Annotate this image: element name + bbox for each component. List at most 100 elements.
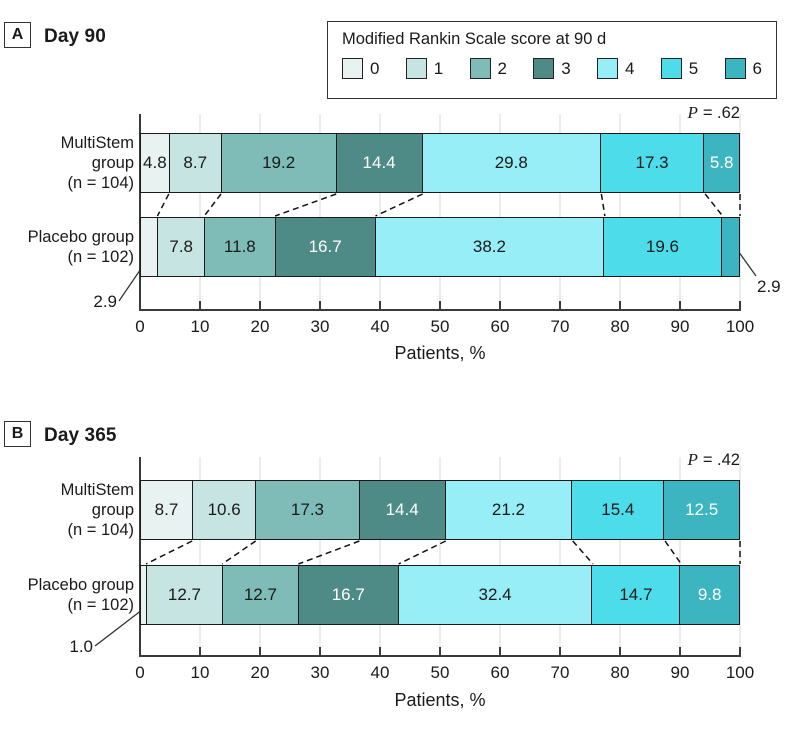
legend-item-label: 3 [561, 58, 571, 78]
legend-swatch-score-6 [724, 58, 746, 79]
legend-item-label: 4 [625, 58, 635, 78]
segment-connector-dashed [600, 193, 606, 217]
segment-value: 17.3 [290, 500, 324, 519]
segment-mrs-3: 14.4 [359, 481, 446, 539]
legend-item-label: 5 [688, 58, 699, 78]
x-tick-label-40: 40 [370, 663, 390, 682]
segment-mrs-4: 29.8 [422, 134, 601, 192]
row-label-line: Placebo group [27, 228, 134, 246]
legend-item: 3 [533, 58, 571, 79]
legend-item: 6 [724, 58, 762, 79]
segment-value: 32.4 [478, 585, 512, 604]
panel-b-pvalue: P = .42 [140, 450, 740, 470]
x-tick-label-50: 50 [430, 317, 450, 336]
segment-mrs-6 [721, 218, 739, 276]
pvalue-number: = .42 [702, 451, 740, 469]
x-tick-label-90: 90 [670, 663, 690, 682]
segment-mrs-4: 32.4 [398, 566, 593, 624]
segment-connector-dashed [274, 193, 337, 217]
segment-value: 14.4 [385, 500, 419, 519]
bar-row-placebo-group: 7.8 11.8 16.7 38.2 19.6 [140, 217, 740, 277]
x-tick-label-70: 70 [550, 317, 570, 336]
segment-mrs-5: 17.3 [600, 134, 705, 192]
mrs-legend: Modified Rankin Scale score at 90 d 0 1 2 3… [327, 21, 777, 99]
x-tick-label-0: 0 [135, 317, 145, 336]
segment-mrs-4: 38.2 [375, 218, 605, 276]
segment-mrs-1: 12.7 [146, 566, 223, 624]
x-tick-label-60: 60 [490, 317, 510, 336]
segment-mrs-3: 14.4 [336, 134, 423, 192]
x-tick-label-10: 10 [190, 663, 210, 682]
segment-mrs-2: 11.8 [205, 218, 276, 276]
row-label-line: (n = 102) [67, 248, 135, 266]
segment-value: 16.7 [308, 237, 342, 256]
row-label-line: MultiStem [60, 481, 134, 499]
segment-value: 19.2 [262, 153, 296, 172]
segment-value: 14.4 [362, 153, 396, 172]
segment-mrs-0: 4.8 [141, 134, 170, 192]
x-tick-label-20: 20 [250, 663, 270, 682]
segment-connector-dashed [704, 193, 724, 217]
segment-connector-dashed [572, 540, 594, 565]
segment-value: 10.6 [207, 500, 241, 519]
segment-value: 11.8 [223, 237, 256, 256]
legend-item: 0 [342, 58, 379, 79]
segment-value: 8.7 [183, 153, 208, 172]
segment-value: 12.5 [685, 500, 719, 519]
panel-b-xaxis-title: Patients, % [394, 690, 486, 710]
x-tick-label-100: 100 [725, 663, 755, 682]
callout-value-right: 2.9 [757, 277, 781, 296]
segment-mrs-1: 10.6 [192, 481, 257, 539]
legend-swatch-score-2 [469, 58, 491, 79]
segment-value: 8.7 [154, 500, 179, 519]
legend-swatch-score-3 [533, 58, 555, 79]
legend-swatch-score-5 [660, 58, 682, 79]
bar-row-multistem: 8.7 10.6 17.3 14.4 21.2 15.4 12.5 [140, 480, 740, 540]
segment-mrs-2: 12.7 [222, 566, 299, 624]
segment-mrs-3: 16.7 [298, 566, 399, 624]
segment-value: 12.7 [167, 585, 201, 604]
pvalue-number: = .62 [702, 104, 740, 122]
segment-connector-dashed [298, 540, 360, 565]
x-tick-label-10: 10 [190, 317, 210, 336]
legend-item-label: 6 [752, 58, 762, 78]
legend-item: 1 [405, 58, 444, 79]
legend-item-label: 1 [433, 58, 444, 78]
x-tick-label-100: 100 [725, 317, 755, 336]
legend-item: 5 [660, 58, 699, 79]
legend-swatch-score-0 [342, 58, 363, 79]
segment-mrs-0 [141, 566, 147, 624]
legend-item: 2 [469, 58, 507, 79]
segment-value: 15.4 [601, 500, 635, 519]
x-tick-label-70: 70 [550, 663, 570, 682]
segment-mrs-2: 19.2 [221, 134, 337, 192]
bar-row-placebo-group: 12.7 12.7 16.7 32.4 14.7 9.8 [140, 565, 740, 625]
segment-value: 12.7 [243, 585, 277, 604]
segment-mrs-6: 9.8 [680, 566, 739, 624]
x-tick-label-40: 40 [370, 317, 390, 336]
pvalue-symbol: P [687, 103, 698, 122]
legend-item: 4 [597, 58, 634, 79]
row-label-line: MultiStem [60, 134, 134, 152]
callout-line-left [94, 609, 143, 647]
x-tick-label-30: 30 [310, 663, 330, 682]
legend-item-label: 0 [370, 58, 380, 78]
segment-connector-dashed [203, 193, 222, 217]
segment-mrs-5: 14.7 [592, 566, 681, 624]
segment-connector-dashed [664, 540, 682, 565]
segment-connector-dashed [156, 193, 170, 217]
callout-value-left: 2.9 [93, 292, 117, 311]
row-label-line: Placebo group [27, 576, 134, 594]
segment-value: 21.2 [491, 500, 525, 519]
segment-mrs-2: 17.3 [256, 481, 360, 539]
segment-value: 19.6 [645, 237, 679, 256]
bar-row-label: MultiStem group (n = 104) [0, 478, 134, 542]
segment-mrs-6: 5.8 [704, 134, 739, 192]
segment-mrs-0 [141, 218, 159, 276]
x-tick-label-30: 30 [310, 317, 330, 336]
segment-value: 9.8 [697, 585, 722, 604]
row-label-line: (n = 104) [67, 521, 135, 539]
segment-value: 5.8 [709, 153, 734, 172]
segment-value: 14.7 [619, 585, 653, 604]
panel-b-letter: B [4, 421, 31, 447]
